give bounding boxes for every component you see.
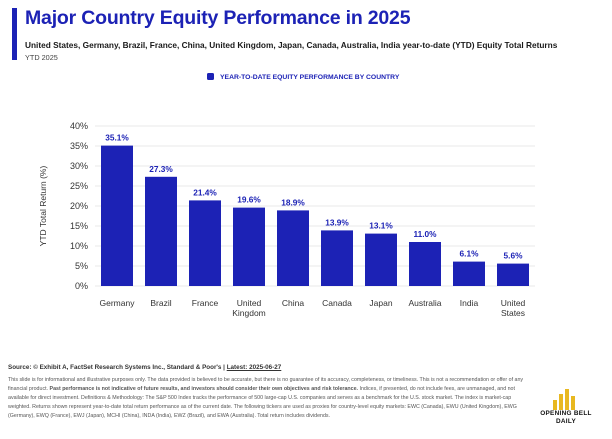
bar [101, 145, 133, 286]
y-tick-label: 40% [70, 121, 88, 131]
data-label: 27.3% [149, 164, 173, 174]
data-label: 13.1% [369, 221, 393, 231]
disclaimer: This slide is for informational and illu… [8, 376, 528, 421]
y-tick-label: 5% [75, 261, 88, 271]
disclaimer-text-b: Indices, if presented, do not include fe… [8, 385, 517, 419]
bar-chart: 0% 5% 10% 15% 20% 25% 30% 35% 40% YTD Total Retur… [38, 73, 535, 318]
legend-label: YEAR-TO-DATE EQUITY PERFORMANCE BY COUNT… [220, 74, 400, 81]
bar [365, 233, 397, 286]
bar [277, 210, 309, 286]
data-label: 21.4% [193, 187, 217, 197]
y-tick-label: 0% [75, 281, 88, 291]
data-label: 19.6% [237, 195, 261, 205]
source-text: Source: © Exhibit A, FactSet Research Sy… [8, 364, 227, 371]
period-label: YTD 2025 [25, 53, 58, 62]
source-line: Source: © Exhibit A, FactSet Research Sy… [8, 364, 281, 371]
y-tick-label: 20% [70, 201, 88, 211]
x-tick-label: Japan [369, 298, 392, 308]
latest-date: Latest: 2025-06-27 [226, 364, 282, 371]
bar-mark-icon [553, 389, 575, 410]
data-label: 35.1% [105, 133, 129, 143]
bar [233, 207, 265, 286]
disclaimer-text-a: This slide is for informational and illu… [8, 377, 524, 392]
y-axis-label: YTD Total Return (%) [38, 166, 48, 247]
x-tick-label: France [192, 298, 219, 308]
x-tick-label: United [237, 298, 262, 308]
bar [409, 242, 441, 286]
data-label: 5.6% [504, 251, 524, 261]
title-accent-bar [12, 8, 17, 60]
bar [145, 176, 177, 286]
bar [497, 263, 529, 286]
x-tick-label: United [501, 298, 526, 308]
y-tick-label: 35% [70, 141, 88, 151]
x-tick-label: Canada [322, 298, 352, 308]
data-label: 6.1% [460, 249, 480, 259]
opening-bell-logo: OPENING BELL DAILY [536, 388, 596, 434]
x-tick-label: Brazil [150, 298, 171, 308]
bar [453, 261, 485, 286]
page-title: Major Country Equity Performance in 2025 [25, 7, 411, 29]
x-tick-label: Germany [100, 298, 136, 308]
legend-swatch [207, 73, 214, 80]
logo-line-1: OPENING BELL [540, 410, 592, 417]
y-tick-label: 25% [70, 181, 88, 191]
x-tick-label: States [501, 308, 525, 318]
data-label: 13.9% [325, 217, 349, 227]
y-tick-label: 10% [70, 241, 88, 251]
data-label: 18.9% [281, 197, 305, 207]
y-tick-label: 30% [70, 161, 88, 171]
x-tick-label: Kingdom [232, 308, 266, 318]
x-tick-label: China [282, 298, 304, 308]
data-label: 11.0% [413, 229, 437, 239]
bar [321, 230, 353, 286]
y-tick-label: 15% [70, 221, 88, 231]
logo-line-2: DAILY [555, 417, 577, 425]
disclaimer-text-bold: Past performance is not indicative of fu… [49, 385, 359, 392]
x-tick-label: Australia [408, 298, 441, 308]
page-subtitle: United States, Germany, Brazil, France, … [25, 40, 558, 50]
bar [189, 200, 221, 286]
x-tick-label: India [460, 298, 479, 308]
